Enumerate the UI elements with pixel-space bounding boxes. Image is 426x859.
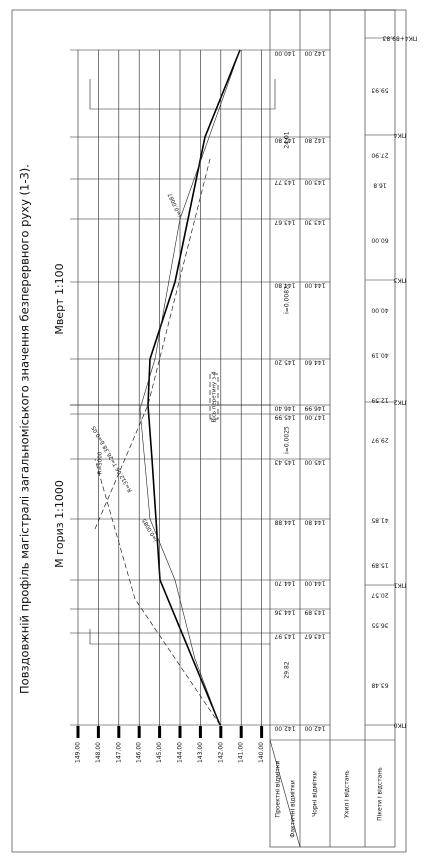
- table-header: Проектні відмітки: [275, 760, 282, 817]
- design-elevation: 144.88: [274, 519, 295, 526]
- black-elevation: 147.00: [304, 414, 325, 421]
- tangent: [94, 458, 221, 726]
- slope-label: i=0.0087: [284, 286, 291, 314]
- black-elevation: 142.00: [304, 725, 325, 732]
- ground-line: [139, 49, 241, 726]
- sheet: Повздовжній профіль магістралі загальном…: [11, 9, 417, 853]
- title: Повздовжній профіль магістралі загальном…: [18, 164, 32, 694]
- elevation-label: 143.00: [197, 742, 204, 763]
- distance: 63.48: [371, 682, 388, 689]
- elevation-label: 145.00: [156, 742, 163, 763]
- distance: 16.8: [373, 182, 387, 189]
- elevation-label: 144.00: [177, 742, 184, 763]
- design-elevation: 143.77: [274, 179, 295, 186]
- design-elevation: 142.00: [274, 725, 295, 732]
- axis-tick: [239, 726, 243, 738]
- picket: ПК0: [394, 722, 407, 729]
- slope-label: i=0.0025: [284, 426, 291, 454]
- elevation-label: 141.00: [238, 742, 245, 763]
- table-frame: [269, 9, 396, 848]
- axis-tick: [260, 726, 264, 738]
- scale-horizontal: М гориз 1:1000: [53, 480, 66, 568]
- axis-tick: [117, 726, 121, 738]
- design-elevation: 143.67: [274, 219, 295, 226]
- slope-label: 24.01: [284, 131, 291, 148]
- black-elevation: 143.67: [304, 633, 325, 640]
- black-elevation: 142.00: [304, 50, 325, 57]
- black-elevation: 143.30: [304, 219, 325, 226]
- black-elevation: 144.80: [304, 519, 325, 526]
- design-elevation: 144.80: [274, 282, 295, 289]
- elevation-label: 147.00: [115, 742, 122, 763]
- elevation-label: 149.00: [75, 742, 82, 763]
- design-elevation: 142.80: [274, 137, 295, 144]
- axis-tick: [219, 726, 223, 738]
- table-header: Фактичні відмітки: [290, 780, 297, 838]
- elevation-label: 148.00: [95, 742, 102, 763]
- axis-tick: [198, 726, 202, 738]
- bracket: [89, 629, 270, 645]
- design-elevation: 145.20: [274, 359, 295, 366]
- black-elevation: 144.60: [304, 359, 325, 366]
- row-label: Чорні відмітки: [312, 771, 319, 817]
- black-elevation: 143.89: [304, 609, 325, 616]
- black-elevation: 146.99: [304, 405, 325, 412]
- design-elevation: 143.97: [274, 633, 295, 640]
- slope-label: 29.82: [284, 661, 291, 678]
- black-elevation: 143.00: [304, 179, 325, 186]
- annotation: Вісь перетину з-4: [212, 371, 218, 422]
- design-elevation: 145.99: [274, 414, 295, 421]
- annotation: R=5000: [98, 451, 104, 474]
- row-label: Ухил і відстань: [344, 770, 351, 818]
- design-line: [147, 49, 241, 726]
- design-elevation: 144.70: [274, 580, 295, 587]
- distance: 12.59: [371, 397, 388, 404]
- distance: 41.85: [371, 517, 388, 524]
- black-elevation: 144.00: [304, 580, 325, 587]
- frame: [11, 9, 407, 853]
- picket: ПК4+89.83: [382, 35, 417, 42]
- picket: ПК2: [394, 399, 407, 406]
- distance: 20.57: [371, 592, 388, 599]
- distance: 15.89: [371, 562, 388, 569]
- axis-tick: [76, 726, 80, 738]
- distance: 40.00: [371, 307, 388, 314]
- design-elevation: 145.43: [274, 459, 295, 466]
- picket: ПК3: [394, 277, 407, 284]
- axis-tick: [137, 726, 141, 738]
- design-elevation: 146.40: [274, 405, 295, 412]
- distance: 29.97: [371, 437, 388, 444]
- row-label: Пікети і відстань: [377, 767, 384, 821]
- tangent: [94, 158, 211, 530]
- distance: 59.93: [371, 87, 388, 94]
- elevation-label: 140.00: [258, 742, 265, 763]
- distance: 60.00: [371, 237, 388, 244]
- distance: 27.90: [371, 152, 388, 159]
- axis-tick: [158, 726, 162, 738]
- distance: 40.19: [371, 352, 388, 359]
- header-diagonal: [269, 739, 301, 848]
- annotation-box: [209, 373, 219, 420]
- design-elevation: 140.00: [274, 50, 295, 57]
- design-elevation: 144.36: [274, 609, 295, 616]
- black-elevation: 144.00: [304, 282, 325, 289]
- bracket: [89, 79, 276, 110]
- picket: ПК1: [394, 582, 407, 589]
- picket: ПК4: [394, 132, 407, 139]
- axis-tick: [178, 726, 182, 738]
- black-elevation: 145.00: [304, 459, 325, 466]
- axis-tick: [96, 726, 100, 738]
- scale-vertical: Мверт 1:100: [53, 263, 66, 334]
- elevation-label: 146.00: [136, 742, 143, 763]
- distance: 36.55: [371, 622, 388, 629]
- elevation-label: 142.00: [217, 742, 224, 763]
- black-elevation: 142.80: [304, 137, 325, 144]
